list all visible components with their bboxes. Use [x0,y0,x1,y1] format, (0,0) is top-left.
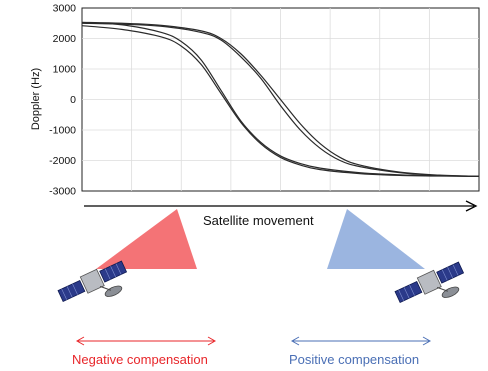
y-tick-labels: 3000 2000 1000 0 -1000 -2000 -3000 [49,3,76,198]
y-tick-label: -1000 [49,125,76,137]
negative-compensation-arrow [75,336,217,346]
negative-compensation-label: Negative compensation [72,352,208,367]
y-tick-label: 2000 [53,33,77,45]
y-axis-label: Doppler (Hz) [30,68,42,130]
y-tick-label: 1000 [53,64,77,76]
y-tick-label: 0 [70,94,76,106]
doppler-curve-3 [81,21,480,177]
doppler-curve-4 [81,22,480,177]
negative-beam-cone [96,209,197,269]
y-tick-label: -3000 [49,186,76,198]
y-tick-label: -2000 [49,155,76,167]
positive-beam-cone [327,209,425,269]
y-tick-label: 3000 [53,3,77,15]
plot-area: 3000 2000 1000 0 -1000 -2000 -3000 Doppler (Hz… [30,3,480,198]
satellite-movement-label: Satellite movement [203,213,314,228]
satellite-right-icon [394,261,465,304]
doppler-curves [81,21,480,177]
positive-compensation-arrow [290,336,432,346]
doppler-curve-1 [81,22,480,177]
movement-arrow [84,200,478,212]
positive-compensation-label: Positive compensation [289,352,420,367]
satellite-left-icon [57,260,128,303]
doppler-curve-2 [81,25,480,177]
